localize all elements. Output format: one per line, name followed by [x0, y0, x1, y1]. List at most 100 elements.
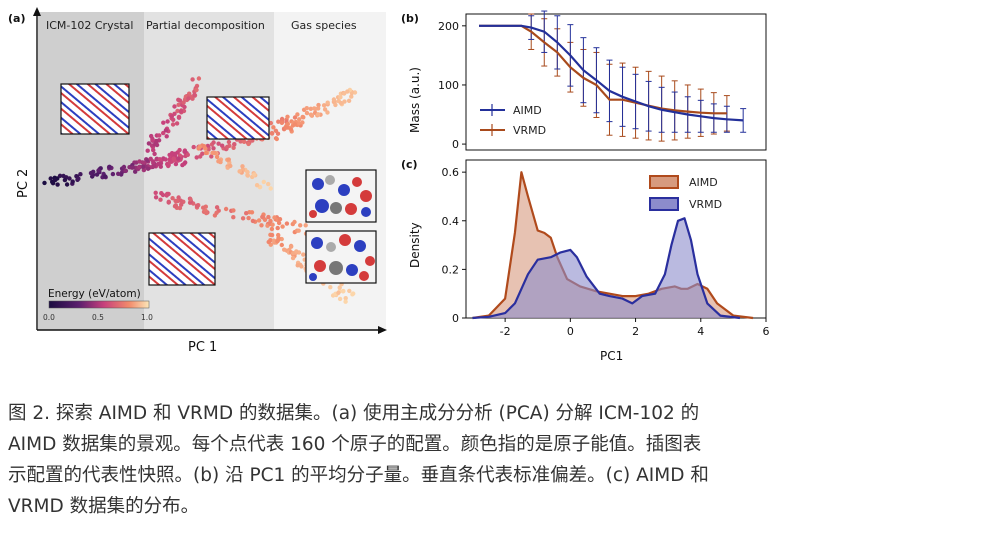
scatter-point — [292, 122, 298, 127]
scatter-point — [177, 147, 182, 153]
scatter-point — [67, 176, 72, 181]
scatter-point — [308, 106, 313, 112]
series-line-aimd — [479, 24, 744, 122]
scatter-point — [246, 141, 251, 147]
scatter-point — [294, 249, 299, 254]
scatter-point — [137, 159, 142, 164]
scatter-point — [179, 202, 184, 207]
scatter-point — [292, 115, 298, 120]
snapshot-gas-inset-lower — [305, 230, 377, 284]
scatter-point — [269, 226, 275, 232]
scatter-point — [297, 117, 302, 122]
region-label-gas: Gas species — [291, 19, 357, 32]
caption-line-2: AIMD 数据集的景观。每个点代表 160 个原子的配置。颜色指的是原子能值。插… — [8, 434, 702, 455]
scatter-point — [276, 119, 281, 124]
scatter-point — [166, 163, 171, 169]
colorbar — [48, 300, 150, 309]
scatter-point — [328, 285, 333, 290]
scatter-point — [176, 156, 181, 161]
scatter-point — [96, 168, 101, 173]
scatter-point — [166, 199, 171, 204]
scatter-point — [151, 147, 156, 153]
region-label-partial: Partial decomposition — [146, 19, 265, 32]
scatter-point — [338, 95, 343, 100]
scatter-point — [130, 165, 135, 170]
scatter-point — [203, 150, 209, 156]
scatter-point — [282, 247, 287, 252]
scatter-point — [201, 205, 206, 210]
scatter-point — [336, 290, 341, 295]
scatter-point — [284, 221, 290, 226]
scatter-point — [91, 169, 96, 174]
panel-b-label: (b) — [401, 12, 419, 25]
panel-c-xtick-label: -2 — [500, 325, 511, 338]
scatter-point — [174, 121, 180, 126]
scatter-point — [103, 174, 108, 179]
scatter-point — [231, 208, 236, 213]
panel-c-ytick-label: 0.6 — [442, 166, 460, 179]
scatter-point — [240, 216, 246, 221]
scatter-point — [271, 238, 277, 243]
scatter-point — [280, 224, 285, 229]
scatter-point — [94, 172, 100, 177]
scatter-point — [343, 296, 348, 301]
scatter-point — [321, 103, 327, 108]
scatter-point — [163, 157, 168, 162]
scatter-point — [272, 215, 277, 220]
scatter-point — [300, 120, 305, 125]
scatter-point — [173, 198, 178, 204]
scatter-point — [186, 96, 191, 101]
caption-line-3: 示配置的代表性快照。(b) 沿 PC1 的平均分子量。垂直条代表标准偏差。(c)… — [8, 465, 709, 486]
scatter-point — [295, 263, 300, 268]
scatter-point — [216, 141, 221, 146]
scatter-point — [226, 139, 232, 145]
panel-c-ytick-label: 0.2 — [442, 263, 460, 276]
scatter-point — [214, 210, 219, 215]
panel-c-xtick-label: 2 — [632, 325, 639, 338]
scatter-point — [185, 152, 190, 157]
panel-c-xtick-label: 6 — [763, 325, 770, 338]
colorbar-tick-1: 0.5 — [92, 313, 104, 322]
scatter-point — [171, 156, 176, 161]
scatter-point — [107, 164, 112, 169]
scatter-point — [177, 205, 183, 211]
scatter-point — [298, 223, 303, 228]
scatter-point — [268, 186, 273, 191]
scatter-point — [269, 232, 275, 238]
scatter-point — [269, 131, 275, 136]
scatter-point — [209, 154, 214, 159]
scatter-point — [152, 151, 157, 157]
scatter-point — [262, 217, 268, 222]
density-line-vrmd — [472, 217, 741, 320]
legend-b-vrmd: VRMD — [513, 124, 546, 137]
scatter-point — [283, 125, 288, 130]
snapshot-gas-inset-upper — [305, 169, 377, 223]
scatter-point — [157, 133, 162, 138]
scatter-point — [338, 100, 344, 106]
panel-c-label: (c) — [401, 158, 418, 171]
scatter-point — [200, 151, 205, 156]
scatter-point — [145, 166, 151, 171]
scatter-point — [303, 223, 308, 228]
panel-b-plot — [479, 10, 747, 142]
scatter-point — [170, 122, 176, 127]
panel-c-ytick-label: 0.4 — [442, 215, 460, 228]
scatter-point — [57, 173, 63, 178]
panel-a-ylabel: PC 2 — [16, 169, 31, 198]
scatter-point — [171, 117, 176, 123]
scatter-point — [172, 104, 177, 109]
scatter-point — [279, 120, 285, 126]
scatter-point — [178, 198, 183, 203]
scatter-point — [266, 239, 271, 245]
scatter-point — [238, 139, 243, 144]
panel-b-y-ticks: 0 100 200 — [438, 20, 466, 151]
scatter-point — [343, 299, 348, 304]
scatter-point — [110, 171, 116, 177]
scatter-point — [163, 128, 169, 133]
scatter-point — [285, 121, 290, 127]
scatter-point — [271, 125, 276, 130]
scatter-point — [228, 163, 233, 169]
scatter-point — [64, 182, 70, 187]
scatter-point — [206, 147, 211, 152]
panel-c-plot — [472, 171, 754, 320]
